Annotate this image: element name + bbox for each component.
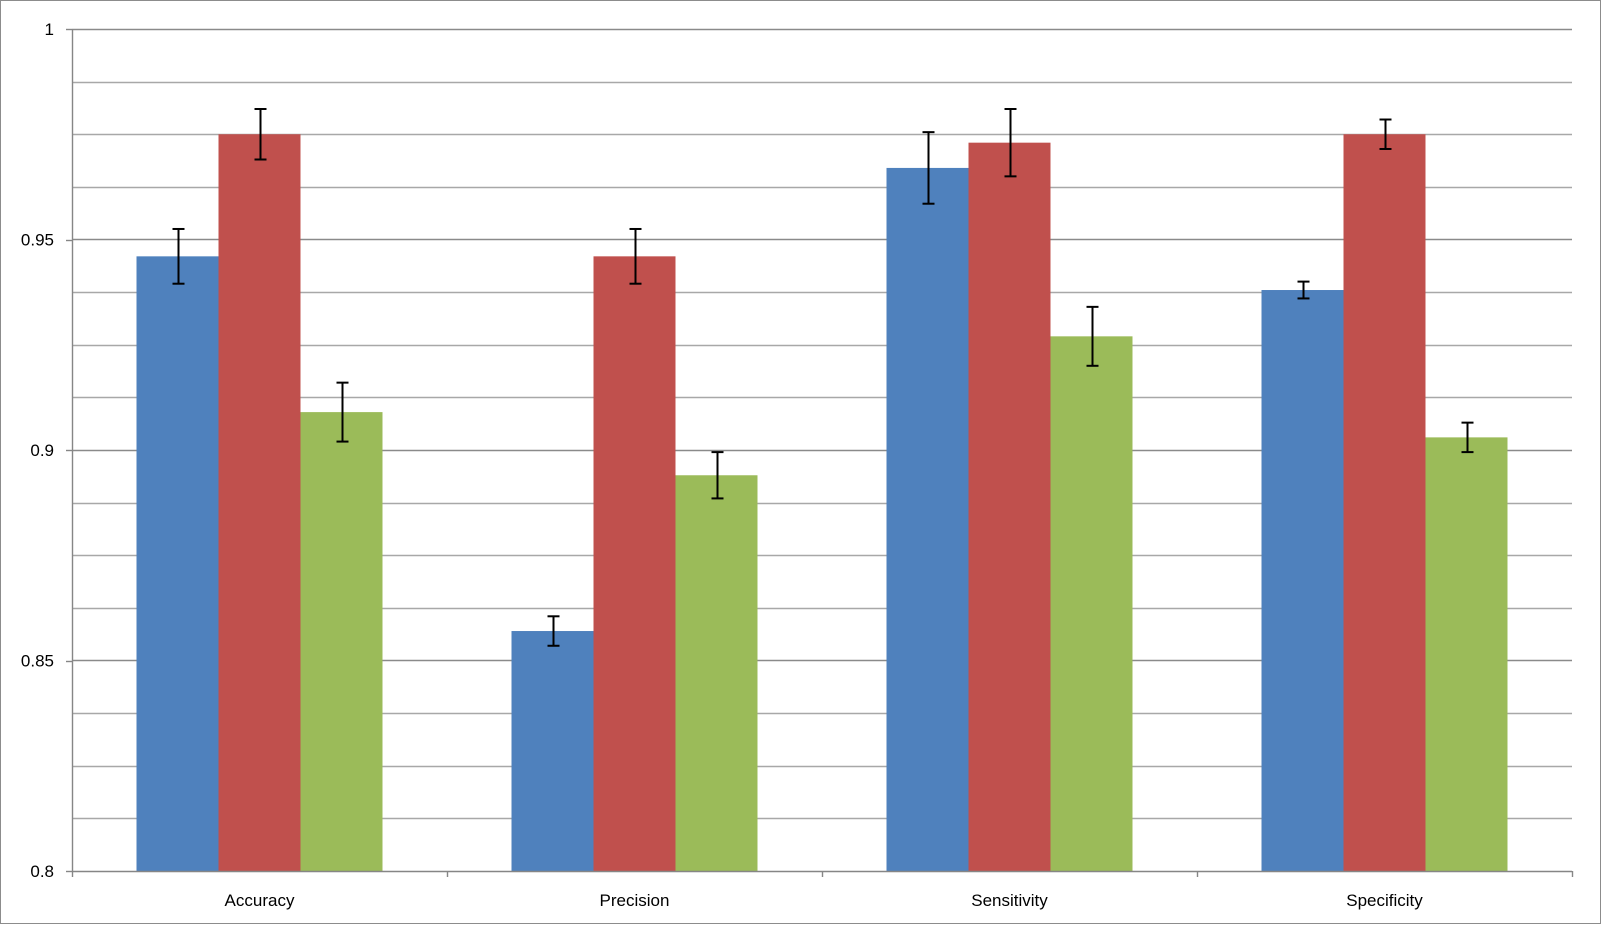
bar-sensitivity-series-2: [968, 142, 1051, 872]
y-tick-label: 0.8: [30, 862, 54, 881]
error-bar-accuracy-series-3: [336, 381, 349, 443]
x-category-label: Specificity: [1346, 891, 1423, 910]
axes: [66, 28, 1574, 877]
error-bar-specificity-series-3: [1461, 421, 1474, 454]
error-bar-sensitivity-series-1: [922, 131, 935, 205]
bar-accuracy-series-2: [218, 134, 301, 871]
error-bar-sensitivity-series-2: [1004, 107, 1017, 178]
bar-specificity-series-2: [1343, 134, 1426, 871]
bar-precision-series-1: [511, 631, 594, 871]
y-tick-label: 0.9: [30, 441, 54, 460]
error-bar-precision-series-3: [711, 451, 724, 500]
y-tick-label: 1: [45, 20, 54, 39]
error-bar-sensitivity-series-3: [1086, 305, 1099, 367]
error-bar-precision-series-2: [629, 227, 642, 285]
error-bar-accuracy-series-1: [172, 227, 185, 285]
error-bar-specificity-series-1: [1297, 280, 1310, 300]
error-bar-precision-series-1: [547, 615, 560, 647]
bar-accuracy-series-3: [300, 412, 383, 871]
error-bar-specificity-series-2: [1379, 118, 1392, 150]
bar-sensitivity-series-1: [886, 167, 969, 871]
bar-sensitivity-series-3: [1050, 336, 1133, 872]
y-tick-label: 0.85: [21, 652, 54, 671]
bar-accuracy-series-1: [136, 256, 219, 872]
y-tick-label: 0.95: [21, 231, 54, 250]
x-category-label: Precision: [600, 891, 670, 910]
tick-labels: 0.8 0.85 0.9 0.95 1 Accuracy Precision Sensitiv…: [21, 20, 1423, 910]
bar-specificity-series-3: [1425, 437, 1508, 871]
bar-precision-series-3: [675, 475, 758, 871]
error-bar-accuracy-series-2: [254, 107, 267, 161]
x-category-label: Accuracy: [225, 891, 295, 910]
bar-precision-series-2: [593, 256, 676, 872]
error-bars: [172, 107, 1474, 647]
x-category-label: Sensitivity: [971, 891, 1048, 910]
bar-specificity-series-1: [1261, 290, 1344, 871]
bars: [136, 134, 1508, 872]
